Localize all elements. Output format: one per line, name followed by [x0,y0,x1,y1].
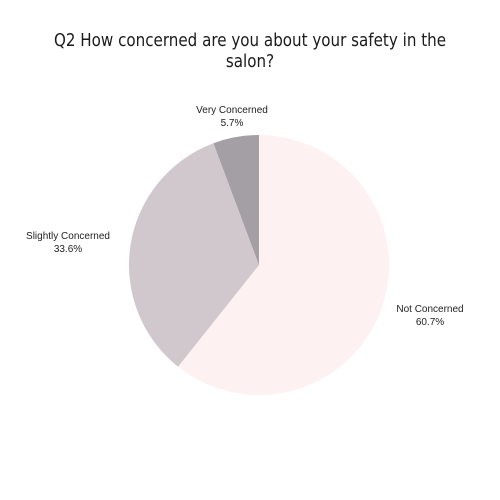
pie-labels: Not Concerned 60.7% Slightly Concerned 33.6… [26,105,464,328]
slice-label: Not Concerned [396,304,463,315]
slice-value-label: 60.7% [416,317,444,328]
slice-label: Slightly Concerned [26,231,110,242]
pie-slices [129,135,390,396]
pie-slice-slightly-concerned [129,143,259,367]
pie-slice-not-concerned [178,135,390,396]
slice-value-label: 33.6% [54,244,82,255]
chart-title: Q2 How concerned are you about your safe… [53,30,447,72]
pie-slice-very-concerned [213,135,259,265]
slice-label: Very Concerned [196,105,268,116]
slice-value-label: 5.7% [221,118,244,129]
